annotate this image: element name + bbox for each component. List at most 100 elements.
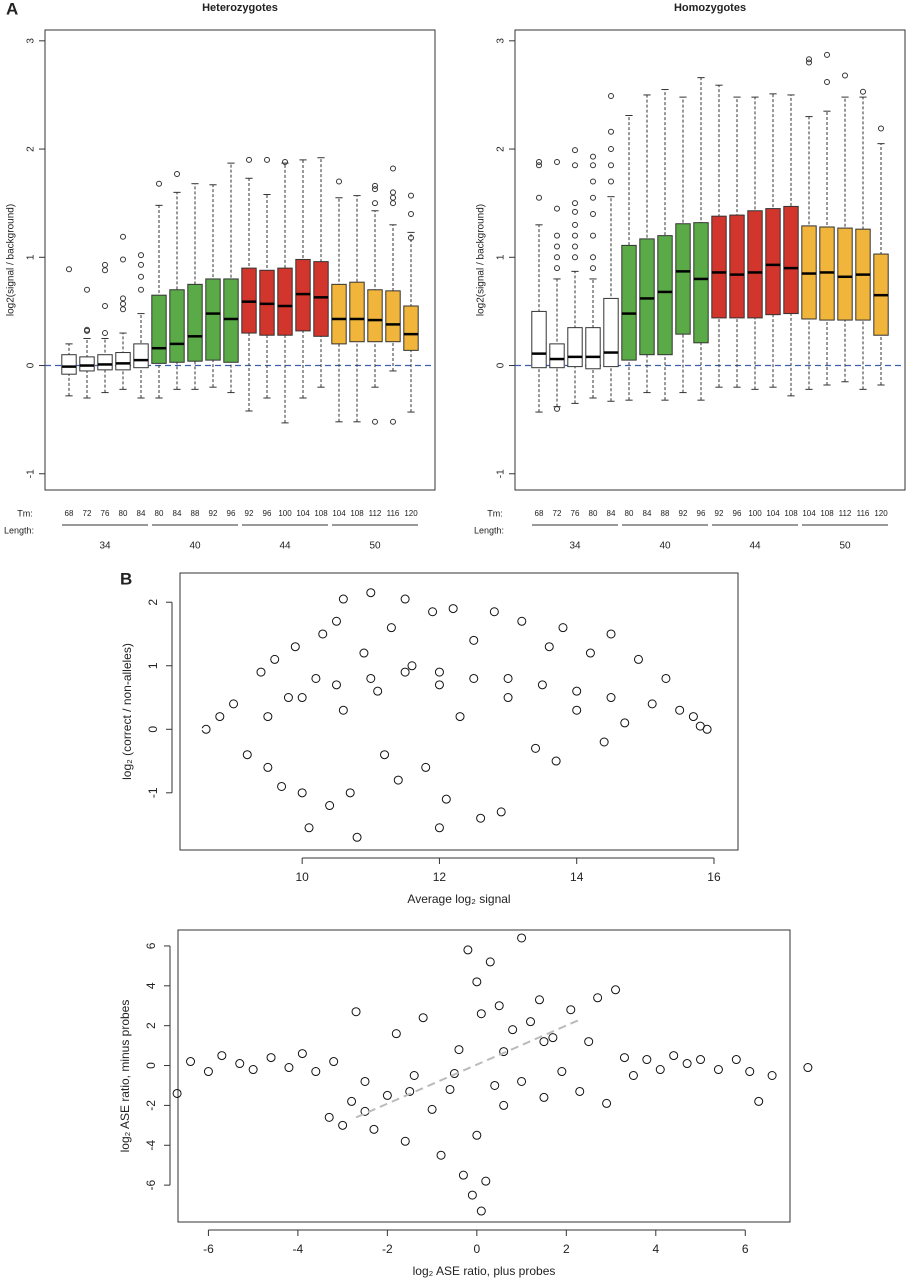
tm-tick-label: 68 xyxy=(65,509,74,518)
y-axis-label: log₂ ASE ratio, minus probes xyxy=(118,1000,132,1153)
point xyxy=(428,607,438,617)
panel-label: A xyxy=(6,0,18,18)
point xyxy=(418,1013,428,1023)
outlier xyxy=(102,261,108,268)
point xyxy=(467,1190,477,1200)
outlier xyxy=(282,159,288,166)
point xyxy=(434,667,444,677)
tm-tick-label: 112 xyxy=(839,509,852,518)
plot-frame xyxy=(514,29,906,491)
point xyxy=(599,737,609,747)
outlier xyxy=(608,93,614,100)
y-axis-label: log₂ (correct / non-alleles) xyxy=(120,643,134,780)
point xyxy=(485,957,495,967)
tm-tick-label: 76 xyxy=(101,509,110,518)
point xyxy=(606,693,616,703)
point xyxy=(386,623,396,633)
x-tick-label: 2 xyxy=(563,1242,570,1256)
plot-frame xyxy=(179,572,739,851)
point xyxy=(508,1025,518,1035)
point xyxy=(427,1104,437,1114)
tm-tick-label: 72 xyxy=(83,509,92,518)
point xyxy=(338,594,348,604)
point xyxy=(517,1076,527,1086)
outlier xyxy=(824,78,830,85)
box xyxy=(115,352,131,371)
x-tick-label: 16 xyxy=(707,870,721,884)
point xyxy=(400,667,410,677)
point xyxy=(489,607,499,617)
point xyxy=(696,1055,706,1065)
panel-label: B xyxy=(120,569,132,588)
point xyxy=(409,1071,419,1081)
point xyxy=(675,705,685,715)
x-tick-label: 14 xyxy=(570,870,584,884)
tm-tick-label: 116 xyxy=(387,509,400,518)
y-tick-label: 2 xyxy=(26,146,37,152)
outlier xyxy=(536,159,542,166)
box xyxy=(675,223,691,335)
point xyxy=(311,673,321,683)
box xyxy=(585,327,601,370)
outlier xyxy=(824,51,830,58)
point xyxy=(391,1029,401,1039)
box xyxy=(729,214,745,319)
box xyxy=(711,215,727,319)
tm-tick-label: 96 xyxy=(263,509,272,518)
point xyxy=(366,588,376,598)
point xyxy=(754,1096,764,1106)
point xyxy=(642,1055,652,1065)
point xyxy=(572,705,582,715)
group-label: 40 xyxy=(189,541,201,552)
y-tick-label: 2 xyxy=(144,1022,158,1029)
group-label: 34 xyxy=(569,541,581,552)
y-axis-label: log2(signal / background) xyxy=(6,204,17,316)
x-tick-label: -4 xyxy=(293,1242,304,1256)
point xyxy=(297,788,307,798)
outlier xyxy=(264,156,270,163)
outlier xyxy=(842,72,848,79)
point xyxy=(539,1037,549,1047)
outlier xyxy=(120,233,126,240)
group-label: 34 xyxy=(99,541,111,552)
point xyxy=(572,686,582,696)
box xyxy=(783,205,799,315)
box xyxy=(223,278,239,363)
point xyxy=(557,1067,567,1077)
group-label: 40 xyxy=(659,541,671,552)
point xyxy=(682,1059,692,1069)
box xyxy=(97,354,113,371)
point xyxy=(472,977,482,987)
point xyxy=(283,693,293,703)
outlier xyxy=(84,327,90,334)
outlier xyxy=(572,243,578,250)
outlier xyxy=(554,205,560,212)
point xyxy=(263,762,273,772)
outlier xyxy=(246,156,252,163)
outlier xyxy=(372,418,378,425)
point xyxy=(472,1130,482,1140)
outlier xyxy=(860,88,866,95)
box xyxy=(747,210,763,319)
point xyxy=(393,775,403,785)
point xyxy=(263,712,273,722)
y-tick-label: 0 xyxy=(26,362,37,368)
point xyxy=(266,1053,276,1063)
outlier xyxy=(102,330,108,337)
point xyxy=(235,1059,245,1069)
x-tick-label: -6 xyxy=(203,1242,214,1256)
point xyxy=(539,1092,549,1102)
tm-tick-label: 88 xyxy=(191,509,200,518)
y-tick-label: 1 xyxy=(496,254,507,260)
outlier xyxy=(84,286,90,293)
x-tick-label: -2 xyxy=(382,1242,393,1256)
point xyxy=(217,1051,227,1061)
point xyxy=(767,1071,777,1081)
box xyxy=(169,289,185,363)
y-tick-label: 6 xyxy=(144,942,158,949)
point xyxy=(611,985,621,995)
box xyxy=(693,222,709,344)
point xyxy=(531,743,541,753)
x-tick-label: 0 xyxy=(473,1242,480,1256)
tm-tick-label: 100 xyxy=(278,509,292,518)
